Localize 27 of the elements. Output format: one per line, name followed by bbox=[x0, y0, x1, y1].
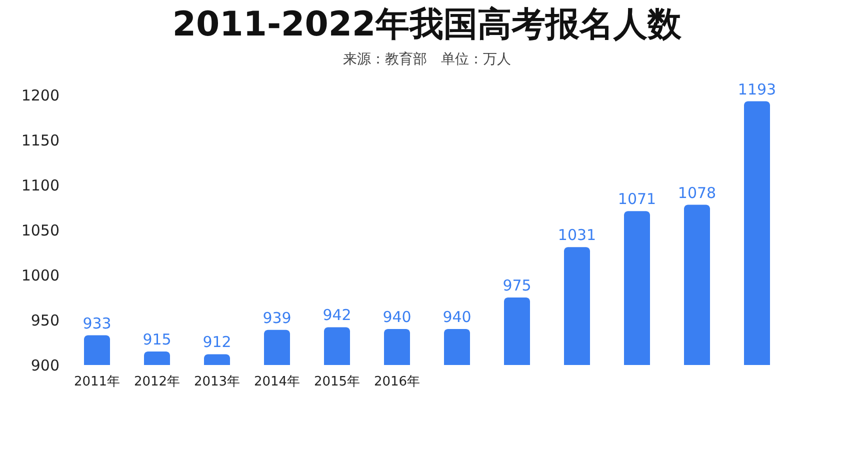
data-label: 915 bbox=[142, 330, 172, 348]
data-label: 1031 bbox=[558, 226, 596, 244]
x-tick-label: 2013年 bbox=[194, 374, 240, 390]
chart-subtitle: 来源：教育部 单位：万人 bbox=[343, 50, 511, 68]
x-tick-label: 2011年 bbox=[74, 374, 120, 390]
y-tick-label: 1200 bbox=[21, 86, 60, 104]
data-label: 912 bbox=[202, 333, 232, 352]
x-tick-label: 2014年 bbox=[254, 374, 300, 390]
y-tick-label: 950 bbox=[30, 312, 60, 330]
y-tick-label: 1100 bbox=[21, 176, 60, 194]
data-label: 942 bbox=[322, 306, 352, 324]
data-label: 940 bbox=[382, 308, 412, 326]
data-label: 1071 bbox=[618, 190, 656, 208]
x-tick-label: 2012年 bbox=[134, 374, 180, 390]
data-label: 1078 bbox=[678, 184, 716, 202]
data-label: 975 bbox=[502, 276, 532, 294]
y-tick-label: 1150 bbox=[21, 132, 60, 150]
chart-title: 2011-2022年我国高考报名人数 bbox=[172, 4, 683, 44]
y-tick-label: 1050 bbox=[21, 222, 60, 240]
y-tick-label: 900 bbox=[30, 356, 60, 374]
x-tick-label: 2016年 bbox=[374, 374, 420, 390]
data-label: 1193 bbox=[738, 80, 776, 98]
data-label: 940 bbox=[442, 308, 472, 326]
x-tick-label: 2015年 bbox=[314, 374, 360, 390]
y-tick-label: 1000 bbox=[21, 266, 60, 284]
data-label: 933 bbox=[82, 314, 112, 332]
data-label: 939 bbox=[262, 308, 292, 327]
